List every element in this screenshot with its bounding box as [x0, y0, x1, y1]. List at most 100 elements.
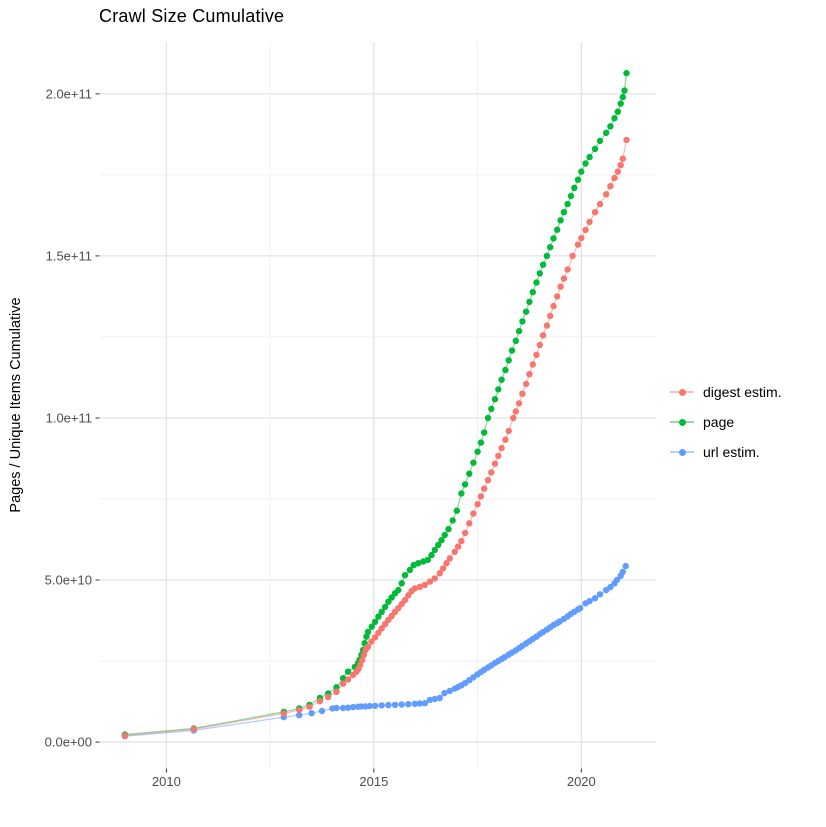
- data-point-page: [498, 376, 505, 383]
- data-point-digest-estim: [614, 168, 621, 175]
- data-point-page: [619, 93, 626, 101]
- data-point-digest-estim: [596, 200, 604, 208]
- data-point-page: [466, 470, 473, 477]
- data-point-url-estim: [366, 702, 373, 710]
- data-point-page: [586, 153, 593, 161]
- data-point-digest-estim: [451, 548, 458, 555]
- data-point-digest-estim: [502, 436, 509, 443]
- data-point-url-estim: [308, 710, 315, 717]
- data-point-digest-estim: [526, 371, 533, 378]
- data-point-digest-estim: [510, 414, 517, 422]
- data-point-digest-estim: [498, 444, 505, 452]
- series-line-digest-estim: [124, 139, 628, 737]
- data-point-url-estim: [416, 700, 424, 707]
- data-point-digest-estim: [190, 725, 197, 733]
- data-point-digest-estim: [591, 209, 599, 216]
- data-point-digest-estim: [533, 351, 540, 358]
- legend-item-page: page: [670, 407, 782, 437]
- data-point-page: [567, 192, 575, 200]
- data-point-digest-estim: [411, 585, 419, 592]
- data-point-digest-estim: [325, 693, 332, 701]
- data-point-digest-estim: [582, 226, 589, 234]
- data-point-url-estim: [318, 707, 326, 715]
- data-point-page: [515, 327, 523, 335]
- x-tick-label: 2020: [567, 774, 596, 789]
- data-point-digest-estim: [121, 732, 129, 739]
- data-point-page: [364, 628, 372, 636]
- data-point-url-estim: [344, 704, 352, 711]
- data-point-digest-estim: [461, 529, 469, 537]
- data-point-url-estim: [385, 701, 392, 709]
- data-point-digest-estim: [368, 638, 375, 645]
- data-point-url-estim: [426, 696, 434, 704]
- data-point-digest-estim: [607, 183, 614, 190]
- data-point-page: [607, 123, 614, 130]
- data-point-digest-estim: [611, 174, 618, 182]
- data-point-digest-estim: [439, 565, 447, 572]
- data-point-digest-estim: [426, 578, 434, 585]
- data-point-digest-estim: [339, 680, 347, 687]
- data-point-page: [505, 357, 512, 364]
- data-point-digest-estim: [529, 361, 536, 368]
- data-point-digest-estim: [316, 698, 324, 705]
- data-point-digest-estim: [446, 555, 453, 562]
- data-point-page: [428, 551, 435, 559]
- data-point-digest-estim: [421, 581, 429, 589]
- data-point-page: [547, 244, 554, 251]
- data-point-url-estim: [431, 695, 438, 703]
- x-tick-label: 2015: [359, 774, 388, 789]
- data-point-page: [603, 129, 610, 136]
- data-point-digest-estim: [344, 676, 352, 683]
- data-point-page: [445, 525, 452, 533]
- data-point-url-estim: [441, 689, 448, 697]
- data-point-url-estim: [576, 605, 584, 612]
- data-point-page: [458, 490, 465, 497]
- data-point-digest-estim: [557, 283, 564, 290]
- data-point-digest-estim: [443, 560, 450, 567]
- data-point-page: [574, 176, 582, 183]
- data-point-page: [488, 405, 495, 413]
- data-point-page: [371, 618, 379, 625]
- data-point-digest-estim: [375, 629, 382, 636]
- data-point-url-estim: [411, 700, 419, 707]
- data-point-page: [484, 414, 492, 422]
- data-point-digest-estim: [474, 501, 481, 508]
- data-point-url-estim: [391, 701, 399, 708]
- data-point-digest-estim: [477, 493, 485, 500]
- data-point-page: [564, 200, 571, 208]
- data-point-url-estim: [446, 687, 453, 695]
- data-point-digest-estim: [619, 155, 626, 162]
- data-point-url-estim: [371, 702, 379, 709]
- data-point-digest-estim: [569, 252, 576, 260]
- series-points-digest-estim: [121, 136, 630, 739]
- data-point-page: [543, 252, 551, 260]
- data-point-url-estim: [333, 704, 340, 712]
- data-point-digest-estim: [416, 583, 424, 590]
- data-point-page: [526, 298, 533, 306]
- data-point-page: [554, 226, 561, 233]
- data-point-page: [491, 396, 499, 403]
- data-point-digest-estim: [554, 293, 561, 300]
- data-point-page: [611, 115, 618, 122]
- data-point-url-estim: [349, 703, 357, 711]
- data-point-page: [596, 137, 604, 145]
- data-point-digest-estim: [560, 275, 568, 282]
- data-point-page: [470, 459, 477, 466]
- data-point-digest-estim: [547, 312, 554, 320]
- data-point-page: [453, 507, 460, 514]
- data-point-digest-estim: [470, 510, 477, 517]
- data-point-page: [398, 580, 405, 587]
- data-point-page: [529, 289, 536, 296]
- data-point-digest-estim: [564, 266, 571, 273]
- data-point-digest-estim: [519, 390, 526, 397]
- data-point-page: [550, 235, 557, 242]
- data-point-page: [441, 531, 448, 539]
- data-point-page: [560, 209, 568, 216]
- legend-key-page-icon: [670, 414, 694, 430]
- data-point-url-estim: [607, 583, 614, 591]
- data-point-digest-estim: [522, 380, 530, 388]
- data-point-url-estim: [398, 701, 405, 708]
- data-point-digest-estim: [458, 537, 465, 545]
- data-point-url-estim: [296, 712, 303, 719]
